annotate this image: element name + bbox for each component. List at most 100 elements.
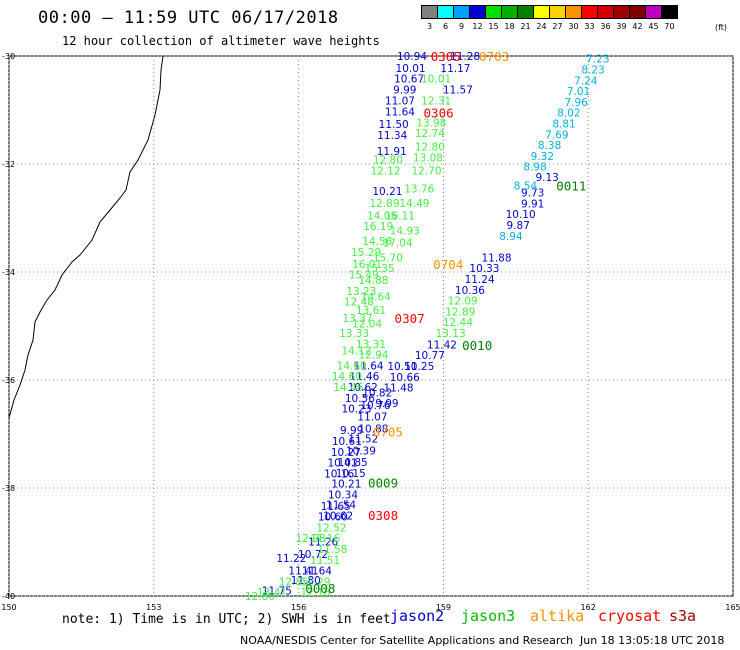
scale-label: 6 bbox=[442, 22, 449, 31]
wave-height-value: 11.64 bbox=[385, 107, 415, 119]
wave-height-value: 10.67 bbox=[394, 74, 424, 86]
scale-label: 33 bbox=[584, 22, 595, 31]
wave-height-value: 7.69 bbox=[545, 129, 568, 141]
generation-timestamp: Jun 18 13:05:18 UTC 2018 bbox=[580, 634, 725, 647]
wave-height-value: 12.94 bbox=[358, 350, 388, 362]
wave-height-value: 12.89 bbox=[369, 198, 399, 210]
credit-line: NOAA/NESDIS Center for Satellite Applica… bbox=[240, 634, 574, 647]
wave-height-value: 13.33 bbox=[339, 328, 369, 340]
wave-height-value: 12.29 bbox=[300, 576, 330, 588]
lon-tick-label: 150 bbox=[1, 603, 16, 612]
wave-height-value: 14.12 bbox=[341, 345, 371, 357]
wave-height-value: 11.64 bbox=[302, 566, 332, 578]
wave-height-value: 11.50 bbox=[379, 119, 409, 131]
wave-height-value: 10.77 bbox=[415, 350, 445, 362]
scale-label: 70 bbox=[664, 22, 675, 31]
pass-label: 0308 bbox=[368, 508, 398, 523]
scale-label-row: 3 6 9 12 15 18 21 24 27 30 33 36 39 42 45 70 bbox=[421, 19, 677, 31]
wave-height-value: 14.05 bbox=[367, 210, 397, 222]
wave-height-value: 14.46 bbox=[333, 382, 363, 394]
wave-height-value: 11.28 bbox=[450, 51, 480, 63]
pass-label: 0703 bbox=[479, 49, 509, 64]
wave-height-value: 14.64 bbox=[361, 291, 391, 303]
pass-label: 0010 bbox=[462, 338, 492, 353]
wave-height-value: 14.88 bbox=[358, 275, 388, 287]
wave-height-value: 16.11 bbox=[385, 210, 415, 222]
wave-height-value: 10.62 bbox=[323, 511, 353, 523]
wave-height-value: 10.72 bbox=[298, 549, 328, 561]
wave-height-value: 12.48 bbox=[344, 297, 374, 309]
wave-height-value: 7.96 bbox=[564, 97, 588, 109]
wave-height-value: 8.98 bbox=[523, 162, 546, 174]
scale-label: 36 bbox=[600, 22, 611, 31]
wave-height-value: 12.52 bbox=[316, 522, 346, 534]
footer-note: note: 1) Time is in UTC; 2) SWH is in fe… bbox=[62, 612, 391, 627]
wave-height-value: 11.48 bbox=[383, 383, 413, 395]
wave-height-value: 12.80 bbox=[415, 142, 445, 154]
legend-altika: altika bbox=[530, 607, 585, 625]
wave-height-value: 12.70 bbox=[411, 165, 441, 177]
wave-height-value: 8.94 bbox=[499, 231, 523, 243]
wave-height-value: 11.57 bbox=[443, 84, 473, 96]
wave-height-value: 10.36 bbox=[455, 285, 485, 297]
wave-height-value: 14.56 bbox=[362, 236, 392, 248]
wave-height-value: 10.23 bbox=[341, 404, 371, 416]
wave-height-value: 13.13 bbox=[436, 328, 466, 340]
wave-height-value: 11.75 bbox=[262, 586, 292, 598]
pass-label: 0704 bbox=[433, 257, 463, 272]
wave-height-value: 10.10 bbox=[506, 209, 536, 221]
wave-height-value: 11.88 bbox=[481, 252, 511, 264]
wave-height-value: 7.23 bbox=[586, 54, 609, 66]
wave-height-value: 10.33 bbox=[469, 263, 499, 275]
wave-height-value: 11.80 bbox=[291, 575, 321, 587]
lon-tick-label: 156 bbox=[291, 603, 306, 612]
wave-height-value: 11.07 bbox=[385, 95, 415, 107]
scale-swatch bbox=[661, 5, 678, 19]
wave-height-value: 8.81 bbox=[552, 119, 575, 131]
wave-height-value: 9.87 bbox=[507, 220, 530, 232]
wave-height-value: 10.56 bbox=[345, 393, 375, 405]
lon-tick-label: 162 bbox=[581, 603, 596, 612]
wave-height-value: 8.38 bbox=[538, 140, 561, 152]
wave-height-value: 10.85 bbox=[338, 457, 368, 469]
wave-height-value: 10.21 bbox=[331, 479, 361, 491]
wave-height-value: 10.50 bbox=[387, 361, 417, 373]
wave-height-value: 10.21 bbox=[372, 186, 402, 198]
wave-height-value: 11.34 bbox=[377, 130, 407, 142]
scale-label: 18 bbox=[504, 22, 515, 31]
wave-height-value: 10.27 bbox=[331, 447, 361, 459]
wave-height-value: 9.13 bbox=[535, 172, 558, 184]
wave-height-value: 12.80 bbox=[245, 591, 275, 603]
lon-tick-label: 165 bbox=[725, 603, 740, 612]
wave-height-value: 15.35 bbox=[365, 263, 395, 275]
wave-height-value: 9.91 bbox=[521, 198, 544, 210]
wave-height-value: 12.89 bbox=[445, 306, 475, 318]
wave-height-value: 14.60 bbox=[337, 360, 367, 372]
pass-label: 0306 bbox=[424, 106, 454, 121]
wave-height-value: 12.74 bbox=[415, 128, 445, 140]
wave-height-value: 13.98 bbox=[416, 117, 446, 129]
wave-height-value: 11.46 bbox=[349, 371, 379, 383]
wave-height-value: 13.37 bbox=[342, 313, 372, 325]
legend-jason3: jason3 bbox=[461, 607, 516, 625]
wave-height-value: 11.91 bbox=[377, 146, 407, 158]
scale-label: 24 bbox=[536, 22, 547, 31]
legend-cryosat: cryosat bbox=[598, 607, 662, 625]
scale-label: 12 bbox=[472, 22, 483, 31]
wave-height-value: 13.76 bbox=[404, 183, 434, 195]
wave-height-value: 13.41 bbox=[257, 587, 287, 599]
wave-height-value: 15.29 bbox=[351, 247, 381, 259]
scale-label: 3 bbox=[426, 22, 433, 31]
wave-height-value: 10.66 bbox=[390, 372, 420, 384]
wave-height-value: 11.07 bbox=[357, 412, 387, 424]
wave-height-value: 13.61 bbox=[356, 305, 386, 317]
wave-height-value: 11.25 bbox=[404, 361, 434, 373]
wave-height-value: 11.54 bbox=[326, 500, 356, 512]
wave-height-value: 16.01 bbox=[352, 259, 382, 271]
wave-height-value: 12.44 bbox=[443, 317, 473, 329]
wave-height-value: 11.22 bbox=[276, 553, 306, 565]
scale-label: 21 bbox=[520, 22, 531, 31]
wave-height-value: 12.04 bbox=[352, 318, 382, 330]
pass-label: 0305 bbox=[431, 49, 461, 64]
wave-height-value: 12.98 bbox=[296, 533, 326, 545]
